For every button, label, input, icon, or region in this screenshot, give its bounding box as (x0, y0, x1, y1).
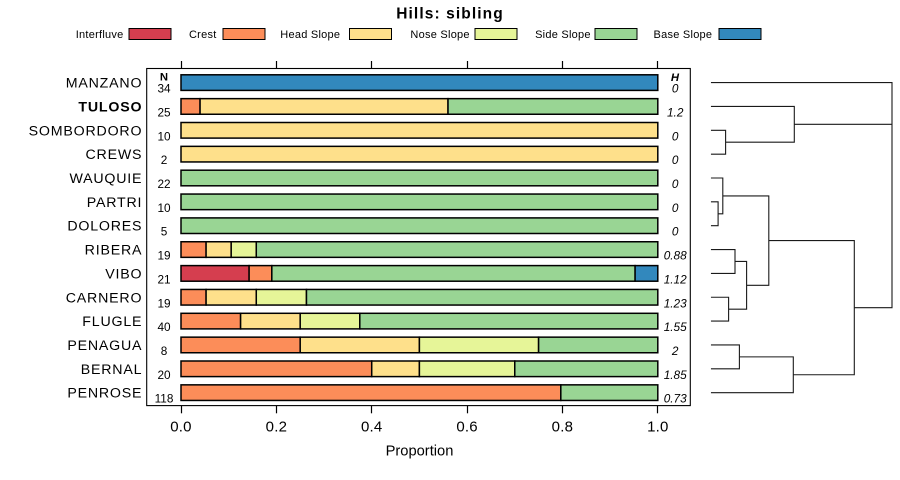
svg-text:40: 40 (157, 320, 171, 334)
svg-text:SOMBORDORO: SOMBORDORO (29, 123, 143, 139)
svg-text:25: 25 (157, 105, 171, 119)
svg-text:1.23: 1.23 (664, 296, 687, 310)
svg-text:1.85: 1.85 (664, 368, 687, 382)
svg-text:8: 8 (161, 344, 168, 358)
svg-text:VIBO: VIBO (105, 266, 142, 282)
svg-text:PENROSE: PENROSE (67, 386, 142, 402)
svg-text:MANZANO: MANZANO (66, 76, 143, 92)
svg-text:TULOSO: TULOSO (78, 99, 142, 115)
svg-text:0.73: 0.73 (664, 392, 687, 406)
svg-text:5: 5 (161, 225, 168, 239)
svg-text:0: 0 (672, 129, 679, 143)
svg-text:1.0: 1.0 (647, 418, 668, 435)
svg-text:CARNERO: CARNERO (66, 290, 143, 306)
svg-text:RIBERA: RIBERA (85, 243, 143, 259)
svg-text:Proportion: Proportion (386, 443, 454, 459)
svg-text:CREWS: CREWS (85, 147, 142, 163)
svg-text:0: 0 (672, 82, 679, 96)
svg-text:0.8: 0.8 (552, 418, 573, 435)
svg-text:H: H (671, 72, 680, 84)
svg-text:1.12: 1.12 (664, 272, 687, 286)
svg-text:PARTRI: PARTRI (87, 195, 143, 211)
svg-text:10: 10 (157, 201, 171, 215)
svg-text:0: 0 (672, 201, 679, 215)
svg-text:1.2: 1.2 (667, 105, 684, 119)
svg-text:0.6: 0.6 (456, 418, 477, 435)
svg-text:19: 19 (157, 296, 170, 310)
svg-text:0.2: 0.2 (266, 418, 287, 435)
svg-text:FLUGLE: FLUGLE (82, 314, 142, 330)
svg-text:10: 10 (157, 129, 171, 143)
svg-text:22: 22 (157, 177, 170, 191)
svg-text:118: 118 (155, 392, 174, 406)
svg-text:34: 34 (157, 82, 171, 96)
svg-text:Nose Slope: Nose Slope (410, 29, 469, 41)
svg-text:0: 0 (672, 177, 679, 191)
svg-text:2: 2 (161, 153, 168, 167)
svg-text:WAUQUIE: WAUQUIE (69, 171, 142, 187)
svg-text:Head Slope: Head Slope (280, 29, 340, 41)
svg-text:0.88: 0.88 (664, 249, 687, 263)
svg-text:21: 21 (157, 272, 170, 286)
svg-text:2: 2 (671, 344, 679, 358)
svg-text:Side Slope: Side Slope (535, 29, 591, 41)
svg-text:Interfluve: Interfluve (76, 29, 124, 41)
svg-text:DOLORES: DOLORES (67, 219, 142, 235)
svg-text:20: 20 (157, 368, 171, 382)
svg-text:0.0: 0.0 (170, 418, 191, 435)
svg-text:1.55: 1.55 (664, 320, 687, 334)
svg-text:0: 0 (672, 225, 679, 239)
svg-text:N: N (160, 72, 168, 84)
svg-text:Hills: sibling: Hills: sibling (396, 6, 504, 23)
svg-text:0.4: 0.4 (361, 418, 382, 435)
svg-text:Crest: Crest (189, 29, 217, 41)
svg-text:PENAGUA: PENAGUA (67, 338, 142, 354)
svg-text:Base Slope: Base Slope (654, 29, 713, 41)
svg-text:BERNAL: BERNAL (81, 362, 143, 378)
svg-text:0: 0 (672, 153, 679, 167)
svg-text:19: 19 (157, 249, 170, 263)
